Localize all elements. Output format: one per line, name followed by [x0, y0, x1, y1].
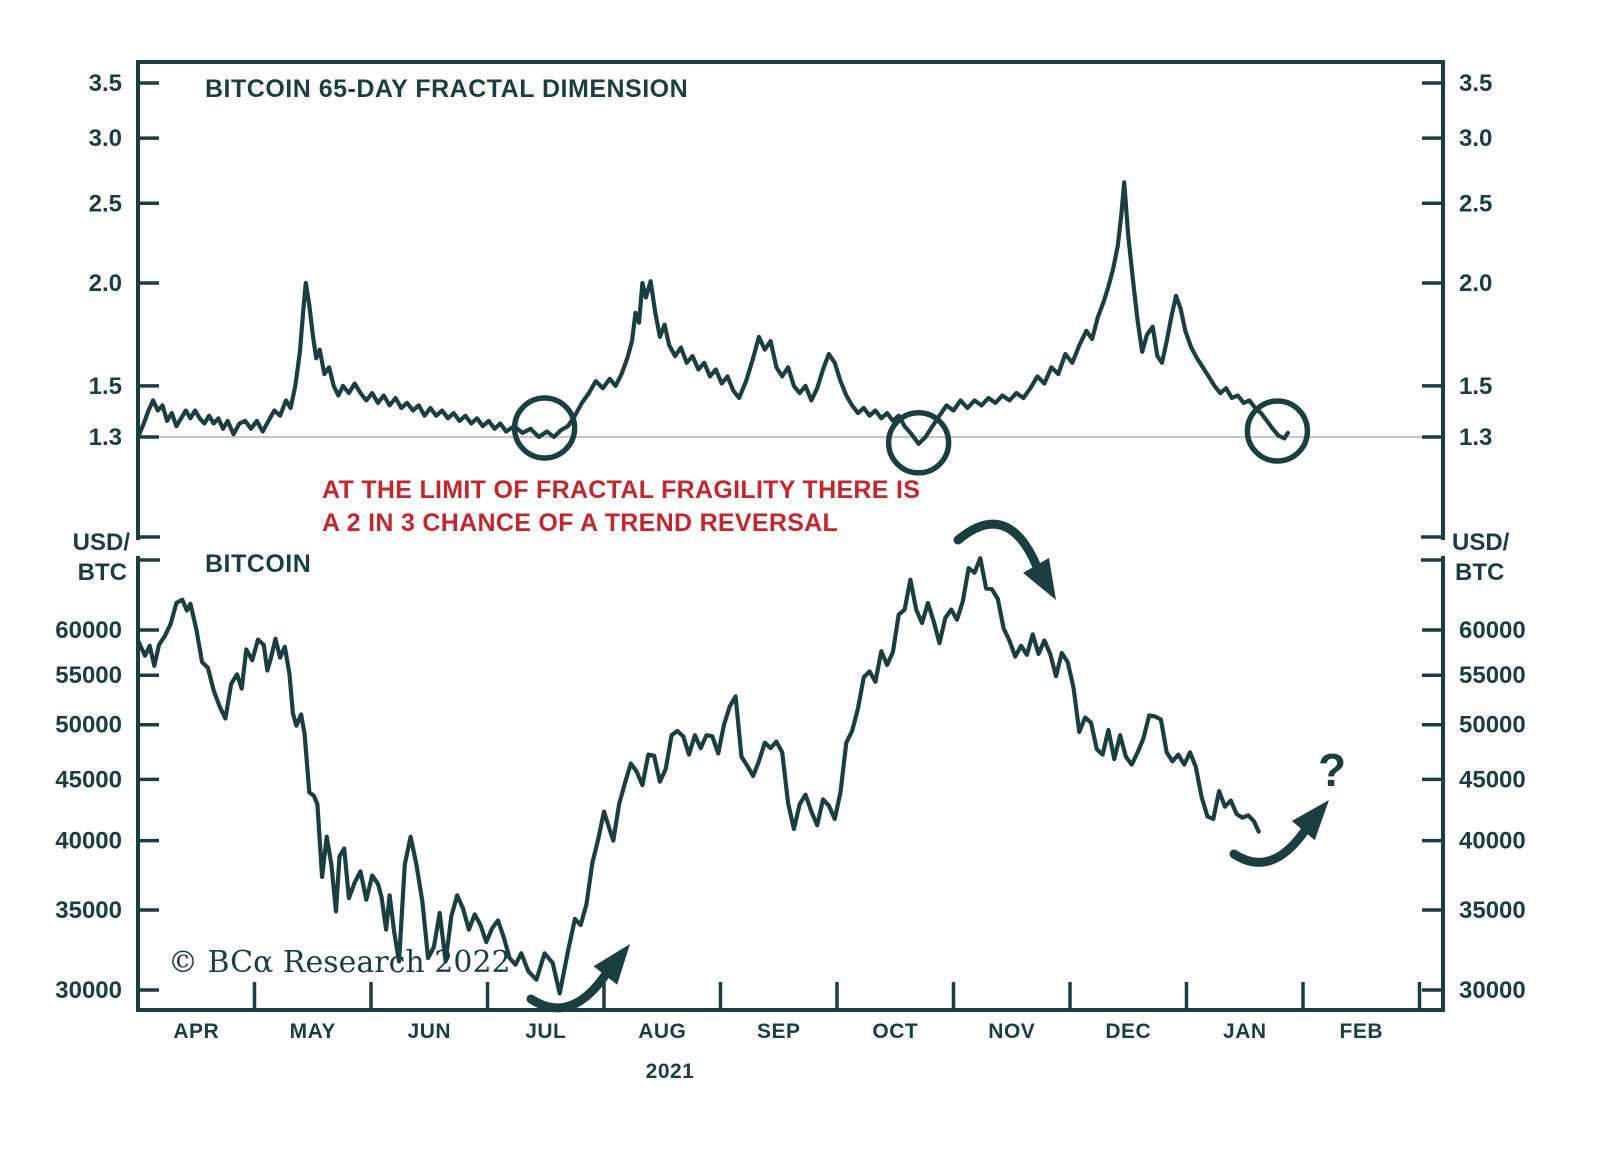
month-label: AUG — [638, 1020, 686, 1043]
top-axis-ticks-left: 3.5 3.0 2.5 2.0 1.5 1.3 — [89, 70, 159, 451]
reversal-arrow-down-curve — [953, 519, 1042, 572]
red-annotation-line1: AT THE LIMIT OF FRACTAL FRAGILITY THERE … — [322, 476, 920, 504]
reversal-arrow-up-january-head — [1291, 800, 1329, 841]
unit-label-left-line2: BTC — [78, 559, 127, 586]
axis-tick-label: 35000 — [55, 897, 122, 924]
fragility-circle — [1244, 398, 1311, 464]
month-label: OCT — [872, 1020, 918, 1043]
axis-tick-label: 35000 — [1459, 897, 1526, 924]
fragility-circle — [511, 395, 578, 461]
axis-tick-label: 50000 — [1459, 712, 1526, 739]
axis-tick-label: 60000 — [1459, 617, 1526, 644]
fragility-circles — [511, 395, 1311, 476]
reversal-arrow-up-january — [1229, 800, 1329, 867]
bottom-panel: 60000 55000 50000 45000 40000 35000 30000 6000… — [55, 519, 1526, 1013]
axis-tick-label: 2.5 — [1459, 190, 1492, 217]
month-label: MAY — [290, 1020, 336, 1043]
axis-tick-label: 45000 — [1459, 766, 1526, 793]
fragility-circle — [885, 410, 952, 476]
top-panel-title: BITCOIN 65-DAY FRACTAL DIMENSION — [205, 75, 688, 103]
month-label: SEP — [757, 1020, 801, 1043]
axis-tick-label: 45000 — [55, 766, 122, 793]
x-axis: APR MAY JUN JUL AUG SEP OCT NOV DEC JAN FEB 2021 — [173, 982, 1422, 1083]
reversal-arrow-up-july-head — [593, 944, 630, 985]
unit-label-right-line2: BTC — [1455, 559, 1504, 586]
bottom-panel-frame — [136, 556, 1445, 1012]
year-label: 2021 — [646, 1060, 695, 1083]
axis-tick-label: 40000 — [55, 828, 122, 855]
axis-tick-label: 30000 — [1459, 977, 1526, 1004]
bottom-axis-ticks-left: 60000 55000 50000 45000 40000 35000 30000 — [55, 617, 159, 1004]
axis-tick-label: 3.5 — [89, 70, 122, 97]
red-annotation-line2: A 2 IN 3 CHANCE OF A TREND REVERSAL — [322, 509, 838, 537]
axis-tick-label: 2.0 — [89, 270, 122, 297]
axis-tick-label: 1.5 — [1459, 373, 1492, 400]
x-axis-labels: APR MAY JUN JUL AUG SEP OCT NOV DEC JAN FEB — [173, 1020, 1384, 1043]
reversal-arrow-up-july — [526, 944, 630, 1013]
question-mark: ? — [1318, 744, 1346, 796]
top-axis-ticks-right: 3.5 3.0 2.5 2.0 1.5 1.3 — [1422, 70, 1492, 451]
month-label: JUN — [408, 1020, 452, 1043]
unit-label-left-line1: USD/ — [73, 529, 131, 556]
axis-tick-label: 55000 — [55, 662, 122, 689]
axis-tick-label: 3.0 — [89, 125, 122, 152]
axis-tick-label: 55000 — [1459, 662, 1526, 689]
bottom-panel-title: BITCOIN — [205, 550, 311, 578]
axis-tick-label: 1.5 — [89, 373, 122, 400]
x-axis-ticks — [252, 982, 1422, 1008]
axis-tick-label: 3.0 — [1459, 125, 1492, 152]
price-line — [135, 556, 1261, 996]
axis-tick-label: 50000 — [55, 712, 122, 739]
fractal-line — [135, 180, 1291, 446]
bottom-axis-ticks-right: 60000 55000 50000 45000 40000 35000 30000 — [1422, 617, 1526, 1004]
top-panel-frame — [136, 60, 1445, 540]
axis-tick-label: 3.5 — [1459, 70, 1492, 97]
axis-tick-label: 2.0 — [1459, 270, 1492, 297]
axis-tick-label: 60000 — [55, 617, 122, 644]
month-label: FEB — [1340, 1020, 1384, 1043]
month-label: JUL — [525, 1020, 566, 1043]
red-annotation: AT THE LIMIT OF FRACTAL FRAGILITY THERE … — [322, 476, 920, 537]
top-panel: 3.5 3.0 2.5 2.0 1.5 1.3 3.5 3.0 2.5 2.0 1.5 1.3 BI… — [89, 60, 1492, 540]
reversal-arrow-down — [953, 519, 1056, 600]
month-label: JAN — [1223, 1020, 1267, 1043]
reversal-arrow-up-july-curve — [526, 966, 613, 1013]
month-label: NOV — [988, 1020, 1035, 1043]
axis-tick-label: 1.3 — [89, 424, 122, 451]
copyright: © BCα Research 2022 — [168, 945, 511, 980]
unit-label-right-line1: USD/ — [1452, 529, 1510, 556]
axis-tick-label: 40000 — [1459, 828, 1526, 855]
reversal-arrow-up-january-curve — [1229, 824, 1311, 867]
axis-tick-label: 30000 — [55, 977, 122, 1004]
reversal-arrow-down-head — [1023, 557, 1056, 600]
month-label: DEC — [1105, 1020, 1151, 1043]
axis-tick-label: 2.5 — [89, 190, 122, 217]
month-label: APR — [173, 1020, 219, 1043]
axis-tick-label: 1.3 — [1459, 424, 1492, 451]
